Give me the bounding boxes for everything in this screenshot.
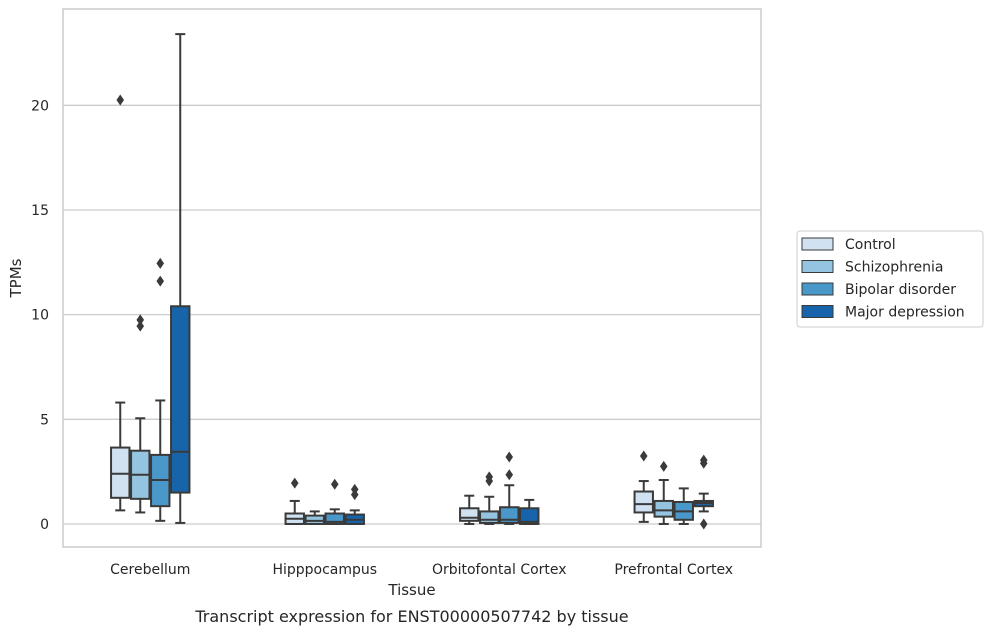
outlier-point (505, 451, 514, 463)
box-iqr (653, 499, 674, 518)
box-bipolar-disorder-2 (499, 451, 520, 525)
y-tick-label: 5 (40, 412, 49, 428)
legend-swatch (801, 305, 834, 318)
x-tick-label: Orbitofontal Cortex (432, 562, 567, 578)
legend-items: Control Schizophrenia Bipolar disorder Majo… (801, 237, 965, 321)
outlier-point (136, 314, 145, 326)
x-tick-label: Prefrontal Cortex (614, 562, 733, 578)
box-control-2 (459, 494, 480, 525)
box-major-depression-3 (693, 454, 714, 530)
outlier-point (699, 518, 708, 530)
x-tick-labels: Cerebellum Hipppocampus Orbitofontal Corte… (110, 562, 733, 578)
box-control-3 (633, 450, 654, 523)
legend-item: Schizophrenia (801, 260, 943, 276)
outlier-point (659, 460, 668, 472)
y-tick-label: 10 (31, 308, 49, 324)
box-major-depression-1 (344, 483, 365, 525)
x-tick-label: Hipppocampus (272, 562, 377, 578)
legend-label: Schizophrenia (845, 260, 943, 276)
legend-swatch (801, 282, 834, 296)
outlier-point (116, 94, 125, 106)
outlier-point (156, 257, 165, 269)
legend-label: Control (845, 237, 896, 253)
box-schizophrenia-1 (304, 510, 325, 525)
box-iqr (304, 514, 325, 525)
box-control-0 (110, 94, 131, 512)
box-bipolar-disorder-1 (324, 478, 345, 525)
y-tick-label: 20 (31, 98, 49, 114)
legend-item: Bipolar disorder (801, 282, 956, 298)
box-iqr (479, 510, 500, 524)
outlier-point (290, 477, 299, 489)
chart-caption: Transcript expression for ENST0000050774… (194, 607, 628, 626)
outlier-point (136, 320, 145, 332)
box-control-1 (284, 477, 305, 525)
box-bipolar-disorder-0 (150, 257, 171, 522)
y-axis-label: TPMs (7, 258, 25, 298)
y-tick-label: 15 (31, 203, 49, 219)
outlier-point (350, 483, 359, 495)
box-bipolar-disorder-3 (673, 487, 694, 525)
plot-frame (62, 8, 762, 548)
legend-item: Major depression (801, 305, 965, 321)
legend-item: Control (801, 237, 896, 253)
legend-swatch (801, 237, 834, 251)
box-major-depression-0 (170, 33, 191, 524)
y-tick-labels: 0 5 10 15 20 (31, 98, 49, 533)
outlier-point (156, 275, 165, 287)
box-layer (110, 33, 714, 530)
outlier-point (485, 471, 494, 483)
box-schizophrenia-0 (130, 314, 151, 514)
legend-label: Major depression (845, 305, 965, 321)
outlier-point (330, 478, 339, 490)
legend-frame (796, 230, 984, 328)
y-tick-label: 0 (40, 517, 49, 533)
box-iqr (633, 490, 654, 514)
box-schizophrenia-3 (653, 460, 674, 525)
box-schizophrenia-2 (479, 471, 500, 525)
outlier-point (505, 469, 514, 481)
box-iqr (170, 305, 191, 494)
box-major-depression-2 (519, 498, 540, 525)
box-iqr (519, 507, 540, 525)
box-iqr (459, 507, 480, 522)
legend-label: Bipolar disorder (845, 282, 956, 298)
box-iqr (110, 446, 131, 499)
outlier-point (699, 454, 708, 466)
x-axis-label: Tissue (387, 581, 435, 599)
x-tick-label: Cerebellum (110, 562, 190, 578)
box-iqr (324, 512, 345, 525)
outlier-point (639, 450, 648, 462)
legend: Control Schizophrenia Bipolar disorder Majo… (796, 230, 984, 328)
legend-swatch (801, 260, 834, 273)
